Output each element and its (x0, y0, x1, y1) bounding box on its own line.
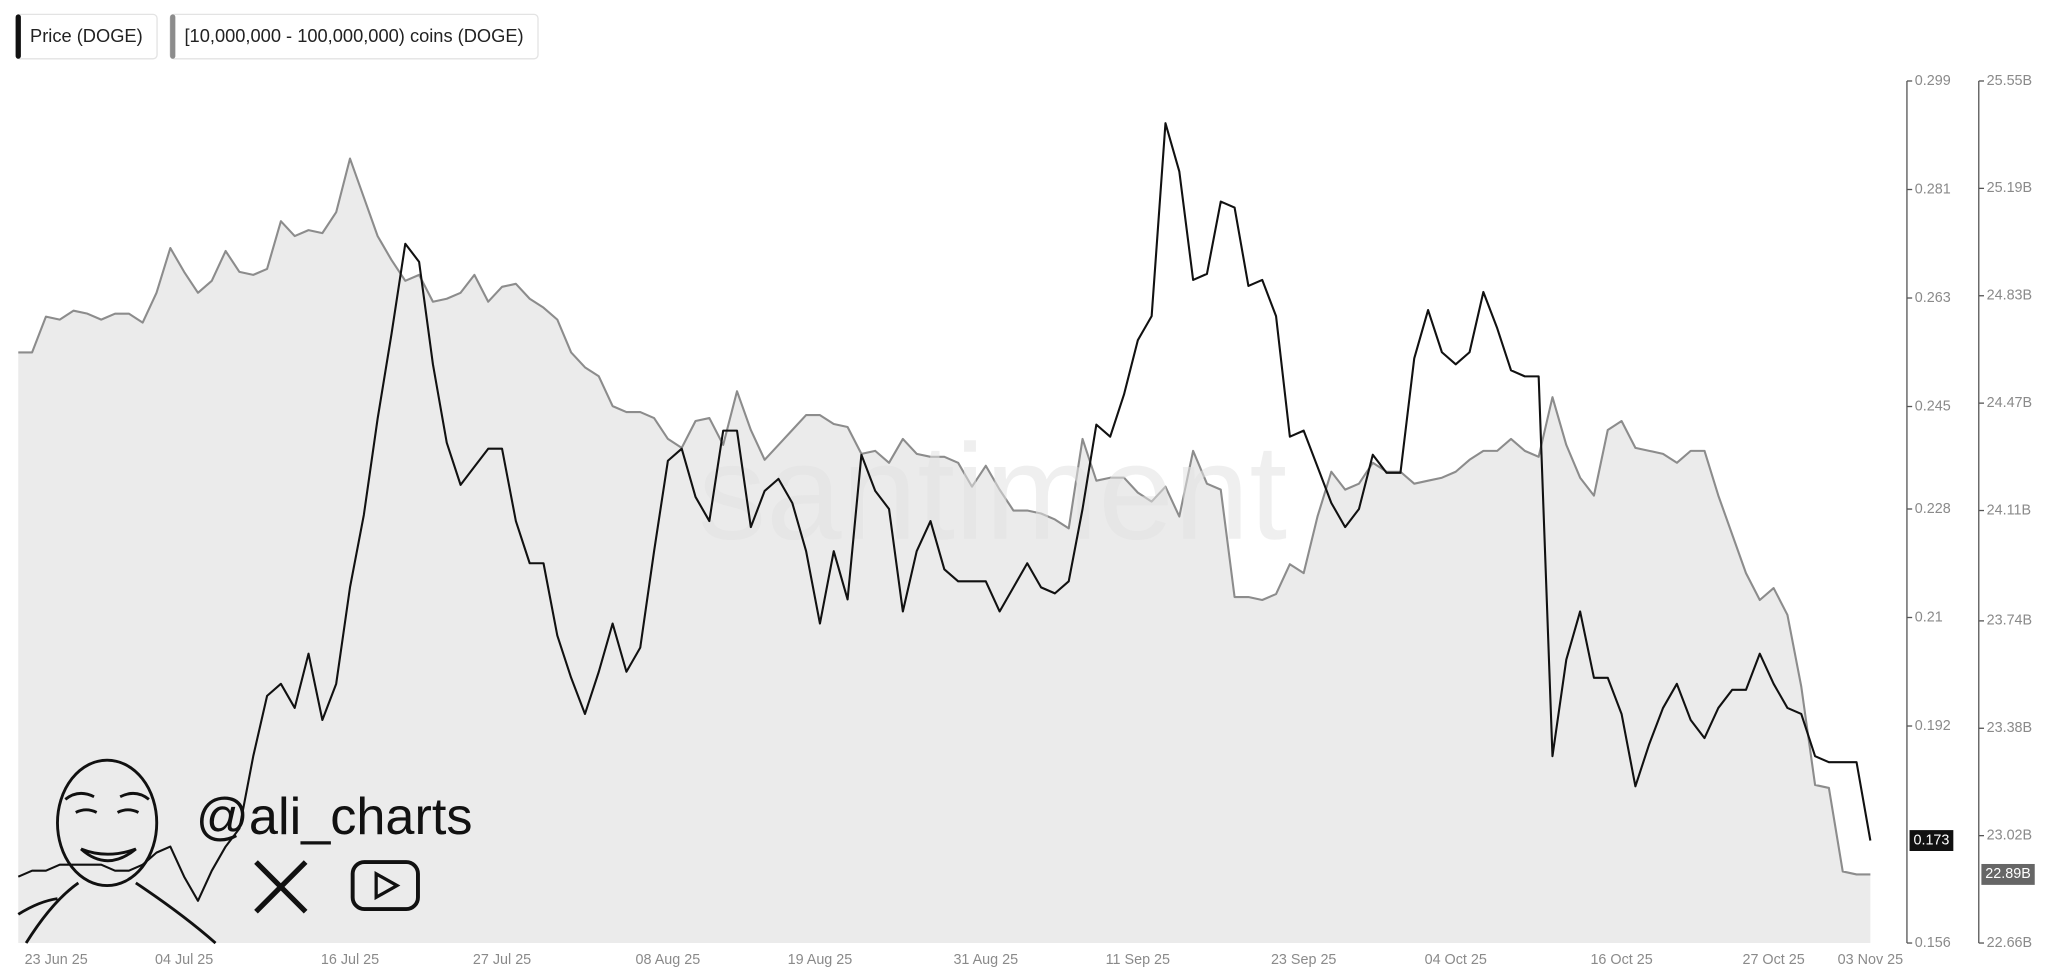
y-tick-label: 0.281 (1915, 181, 1951, 197)
area-layer (18, 157, 1871, 944)
legend-swatch (170, 14, 176, 59)
y2-tick-label: 24.83B (1987, 288, 2033, 304)
x-tick-label: 04 Jul 25 (155, 952, 213, 968)
y-tick-label: 0.228 (1915, 501, 1951, 517)
y-tick-label: 0.263 (1915, 290, 1951, 306)
eyes (75, 808, 140, 814)
y-tick-label: 0.156 (1915, 935, 1951, 951)
end-badge: 22.89B (1981, 863, 2035, 885)
x-tick-label: 08 Aug 25 (636, 952, 701, 968)
y2-tick-label: 23.02B (1987, 827, 2033, 843)
x-tick-label: 11 Sep 25 (1106, 952, 1170, 968)
x-tick-label: 03 Nov 25 (1838, 952, 1903, 968)
x-tick-label: 23 Jun 25 (25, 952, 88, 968)
axis-layer: 0.299 0.281 0.263 0.245 0.228 0.21 0.192 0.156 2… (25, 73, 2035, 968)
x-tick-label: 23 Sep 25 (1271, 952, 1336, 968)
x-tick-label: 16 Jul 25 (321, 952, 379, 968)
y2-tick-label: 23.38B (1987, 720, 2033, 736)
y-tick-label: 0.21 (1915, 609, 1943, 625)
x-tick-label: 16 Oct 25 (1590, 952, 1652, 968)
line (17, 122, 1872, 902)
legend-label: [10,000,000 - 100,000,000) coins (DOGE) (184, 25, 523, 46)
y-tick-label: 0.192 (1915, 718, 1951, 734)
shoulders (17, 881, 217, 945)
x-tick-label: 27 Jul 25 (473, 952, 531, 968)
area-line (18, 157, 1871, 876)
end-badge-bg (1909, 830, 1954, 851)
x-tick-label: 31 Aug 25 (953, 952, 1018, 968)
end-value-label: 0.173 (1913, 832, 1949, 848)
eyebrows (64, 792, 150, 801)
author-logo (17, 758, 420, 945)
y2-tick-label: 22.66B (1987, 935, 2033, 951)
legend-label: Price (DOGE) (30, 25, 143, 46)
legend-item[interactable]: Price (DOGE) (15, 13, 158, 60)
y2-tick-label: 24.11B (1987, 502, 2031, 518)
y2-tick-label: 25.19B (1987, 180, 2033, 196)
x-tick-label: 04 Oct 25 (1425, 952, 1487, 968)
line-layer (17, 122, 1872, 902)
x-tick-label: 27 Oct 25 (1742, 952, 1804, 968)
y2-tick-label: 24.47B (1987, 395, 2033, 411)
legend-swatch (15, 14, 21, 59)
end-value-label: 22.89B (1985, 866, 2031, 882)
y2-tick-label: 23.74B (1987, 613, 2033, 629)
end-badge: 0.173 (1909, 830, 1954, 851)
watermark: santiment (698, 416, 1287, 568)
y-tick-label: 0.299 (1915, 73, 1951, 89)
legend-item[interactable]: [10,000,000 - 100,000,000) coins (DOGE) (169, 13, 539, 60)
author-credit: @ali_charts (196, 788, 473, 846)
end-badge-bg (1981, 863, 2035, 885)
y-tick-label: 0.245 (1915, 398, 1951, 414)
x-tick-label: 19 Aug 25 (788, 952, 853, 968)
y2-tick-label: 25.55B (1987, 73, 2033, 89)
area (18, 158, 1871, 944)
legend: Price (DOGE) [10,000,000 - 100,000,000) c… (15, 13, 539, 60)
youtube-icon (350, 860, 420, 912)
face-outline (56, 758, 159, 887)
x-icon (254, 860, 308, 914)
youtube-play (374, 871, 401, 901)
smile (80, 847, 137, 863)
